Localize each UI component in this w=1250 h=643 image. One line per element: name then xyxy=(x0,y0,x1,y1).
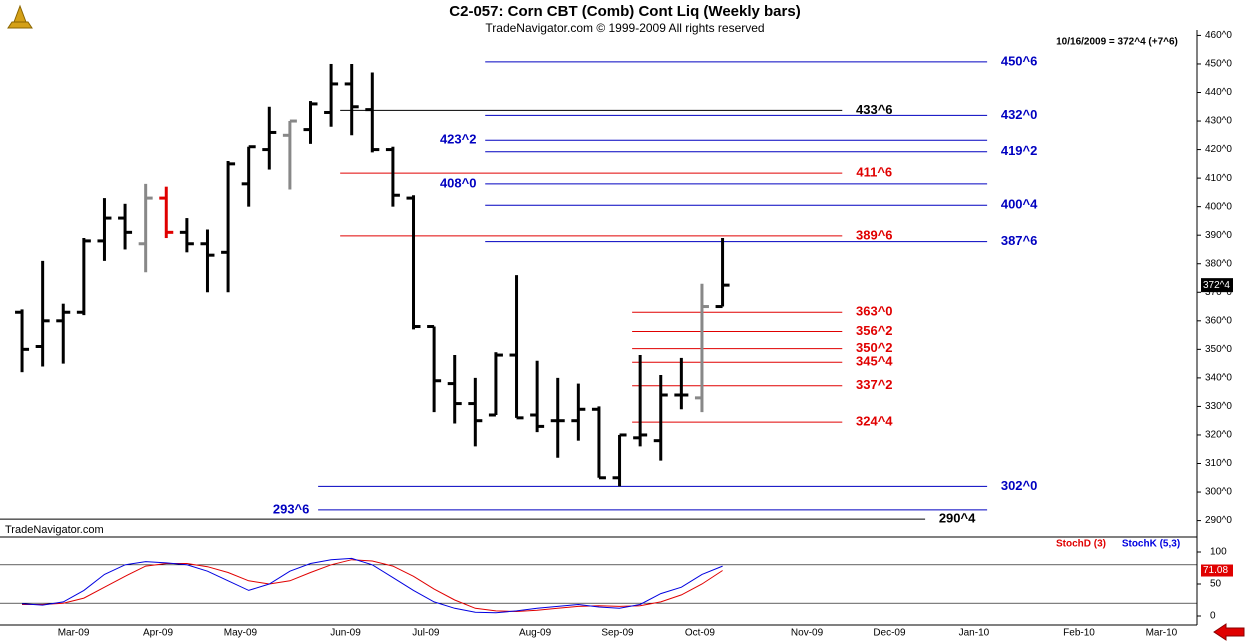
level-label: 350^2 xyxy=(856,340,893,355)
y-tick-label: 420^0 xyxy=(1205,144,1232,155)
level-label: 302^0 xyxy=(1001,478,1038,493)
y-tick-label: 370^0 xyxy=(1205,287,1232,298)
y-tick-label: 300^0 xyxy=(1205,487,1232,498)
level-label: 389^6 xyxy=(856,227,893,242)
x-tick-label: Jul-09 xyxy=(412,628,440,639)
x-tick-label: Apr-09 xyxy=(143,628,173,639)
logo xyxy=(7,4,33,29)
level-label: 337^2 xyxy=(856,377,893,392)
last-value-label: 71.08 xyxy=(1203,565,1228,576)
level-label: 290^4 xyxy=(939,511,976,526)
chart-subtitle: TradeNavigator.com © 1999-2009 All right… xyxy=(485,21,764,35)
level-label: 419^2 xyxy=(1001,143,1038,158)
y-tick-label: 290^0 xyxy=(1205,515,1232,526)
y-tick-label: 0 xyxy=(1210,611,1216,622)
level-label: 293^6 xyxy=(273,501,310,516)
y-tick-label: 50 xyxy=(1210,579,1222,590)
y-tick-label: 320^0 xyxy=(1205,430,1232,441)
x-tick-label: May-09 xyxy=(224,628,258,639)
x-tick-label: Jun-09 xyxy=(330,628,361,639)
x-tick-label: Nov-09 xyxy=(791,628,824,639)
level-label: 408^0 xyxy=(440,175,477,190)
x-tick-label: Feb-10 xyxy=(1063,628,1095,639)
level-label: 400^4 xyxy=(1001,197,1038,212)
y-tick-label: 450^0 xyxy=(1205,59,1232,70)
y-tick-label: 100 xyxy=(1210,547,1227,558)
y-tick-label: 390^0 xyxy=(1205,230,1232,241)
last-price-box xyxy=(1201,278,1233,293)
legend-entry: StochD (3) xyxy=(1056,539,1106,550)
x-tick-label: Jan-10 xyxy=(959,628,990,639)
y-tick-label: 430^0 xyxy=(1205,116,1232,127)
watermark: TradeNavigator.com xyxy=(5,524,104,536)
y-tick-label: 460^0 xyxy=(1205,30,1232,41)
level-label: 432^0 xyxy=(1001,107,1038,122)
y-tick-label: 310^0 xyxy=(1205,458,1232,469)
level-label: 356^2 xyxy=(856,323,893,338)
level-label: 450^6 xyxy=(1001,53,1038,68)
level-label: 433^6 xyxy=(856,102,893,117)
x-tick-label: Sep-09 xyxy=(601,628,634,639)
level-label: 423^2 xyxy=(440,132,477,147)
y-tick-label: 360^0 xyxy=(1205,315,1232,326)
x-tick-label: Mar-09 xyxy=(58,628,90,639)
level-label: 324^4 xyxy=(856,414,893,429)
legend-entry: StochK (5,3) xyxy=(1122,539,1180,550)
stoch-line xyxy=(22,559,723,613)
last-value-box xyxy=(1201,564,1233,577)
level-label: 363^0 xyxy=(856,304,893,319)
level-label: 387^6 xyxy=(1001,233,1038,248)
stoch-line xyxy=(21,557,723,614)
y-tick-label: 350^0 xyxy=(1205,344,1232,355)
y-tick-label: 340^0 xyxy=(1205,373,1232,384)
x-tick-label: Aug-09 xyxy=(519,628,552,639)
x-tick-label: Oct-09 xyxy=(685,628,715,639)
x-tick-label: Mar-10 xyxy=(1146,628,1178,639)
y-tick-label: 380^0 xyxy=(1205,258,1232,269)
level-label: 345^4 xyxy=(856,354,893,369)
y-tick-label: 410^0 xyxy=(1205,173,1232,184)
last-price-label: 372^4 xyxy=(1203,280,1230,291)
y-tick-label: 440^0 xyxy=(1205,87,1232,98)
x-tick-label: Dec-09 xyxy=(873,628,906,639)
scroll-arrow[interactable] xyxy=(1213,623,1245,641)
y-tick-label: 400^0 xyxy=(1205,201,1232,212)
last-quote: 10/16/2009 = 372^4 (+7^6) xyxy=(1056,37,1178,48)
logo-shape xyxy=(7,4,33,29)
y-tick-label: 330^0 xyxy=(1205,401,1232,412)
chart-title: C2-057: Corn CBT (Comb) Cont Liq (Weekly… xyxy=(449,3,800,20)
level-label: 411^6 xyxy=(856,165,892,180)
